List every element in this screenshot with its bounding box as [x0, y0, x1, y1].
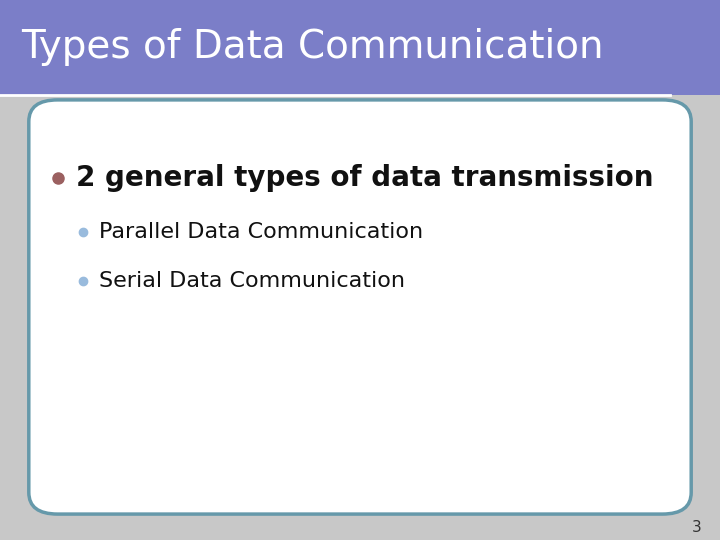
- Text: 2 general types of data transmission: 2 general types of data transmission: [76, 164, 653, 192]
- Text: Parallel Data Communication: Parallel Data Communication: [99, 222, 423, 242]
- Bar: [0, 0, 720, 94]
- FancyBboxPatch shape: [29, 100, 691, 514]
- Text: 3: 3: [692, 519, 702, 535]
- Text: Types of Data Communication: Types of Data Communication: [22, 28, 604, 66]
- Text: Serial Data Communication: Serial Data Communication: [99, 271, 405, 291]
